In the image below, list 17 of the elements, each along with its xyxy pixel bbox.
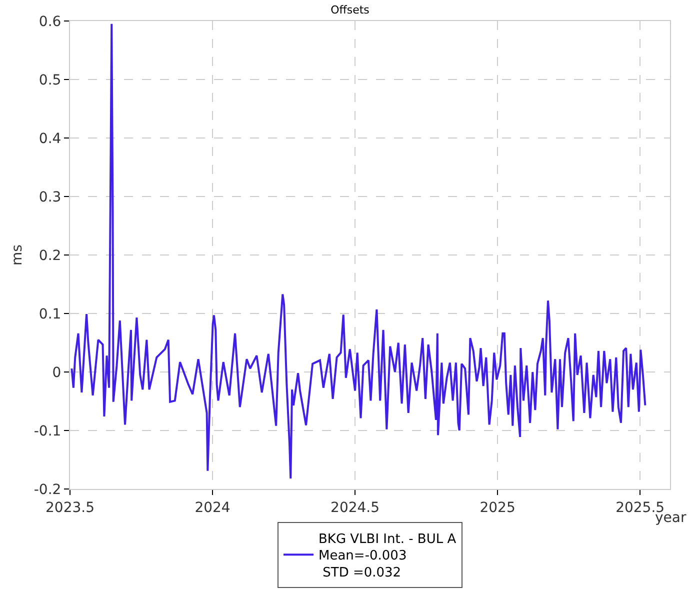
y-tick-label: 0.2	[38, 248, 62, 264]
x-tick-label: 2024.5	[330, 500, 380, 516]
y-tick-label: 0.6	[38, 14, 62, 30]
legend-label: BKG VLBI Int. - BUL A Mean=-0.003 STD =0.032	[318, 532, 456, 581]
x-tick-label: 2025	[480, 500, 516, 516]
chart-title: Offsets	[330, 4, 370, 17]
x-tick-label: 2023.5	[46, 500, 94, 516]
y-tick-label: -0.1	[34, 423, 62, 440]
y-tick-label: 0.5	[38, 72, 62, 88]
y-tick-label: 0.3	[38, 189, 62, 206]
y-tick-label: 0.1	[38, 306, 62, 322]
y-axis-title: ms	[9, 244, 26, 266]
x-tick-label: 2024	[194, 500, 230, 516]
y-tick-label: -0.2	[34, 482, 62, 498]
y-tick-label: 0.4	[38, 130, 62, 147]
line-series	[70, 22, 646, 480]
y-tick-label: 0	[52, 364, 62, 381]
